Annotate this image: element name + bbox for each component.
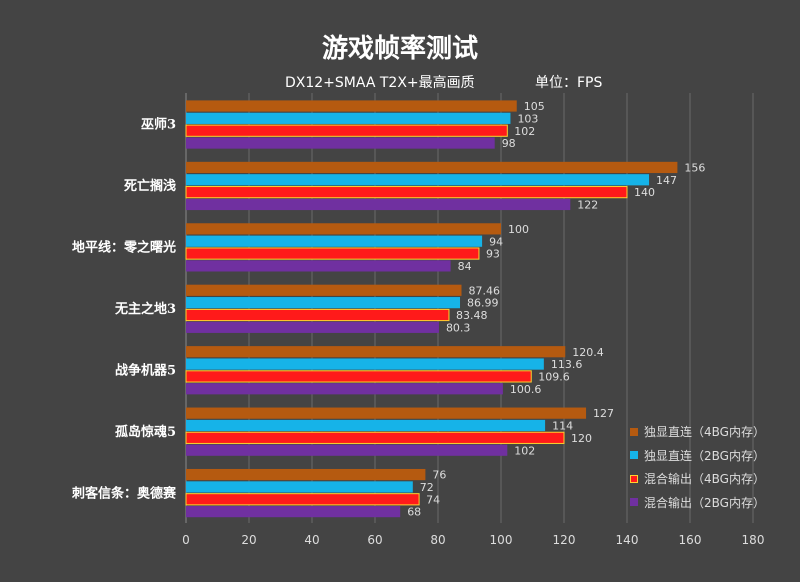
legend-item: 独显直连（4BG内存） (630, 420, 765, 444)
bar (185, 124, 508, 137)
data-label: 72 (420, 481, 434, 494)
category-label: 孤岛惊魂5 (115, 424, 176, 440)
x-tick-label: 180 (742, 533, 765, 547)
bar (186, 419, 546, 432)
data-label: 113.6 (551, 358, 583, 371)
bar (186, 297, 461, 309)
data-label: 114 (552, 420, 573, 433)
data-label: 122 (577, 199, 598, 212)
data-label: 156 (684, 162, 705, 175)
data-label: 68 (407, 506, 421, 519)
data-label: 102 (514, 444, 535, 457)
x-tick-label: 140 (616, 533, 639, 547)
data-label: 84 (458, 260, 472, 273)
bar (186, 506, 401, 518)
data-label: 86.99 (467, 297, 499, 310)
category-label: 无主之地3 (114, 301, 176, 317)
legend-item: 独显直连（2BG内存） (630, 444, 765, 468)
bar (185, 370, 532, 383)
x-tick-label: 60 (367, 533, 382, 547)
data-label: 140 (634, 186, 655, 199)
bar (186, 235, 483, 247)
bar (186, 223, 501, 235)
data-label: 100 (508, 223, 529, 236)
x-tick-label: 80 (430, 533, 445, 547)
bar (186, 284, 462, 296)
bar (185, 308, 450, 322)
data-label: 120.4 (572, 346, 604, 359)
x-tick-label: 40 (304, 533, 319, 547)
x-tick-label: 100 (490, 533, 513, 547)
bar (186, 112, 511, 124)
bar (185, 493, 420, 506)
legend: 独显直连（4BG内存） 独显直连（2BG内存） 混合输出（4BG内存） 混合输出（2B… (630, 420, 765, 514)
category-label: 刺客信条：奥德赛 (72, 485, 177, 501)
unit-label: 单位：FPS (535, 75, 603, 91)
legend-item: 混合输出（4BG内存） (630, 467, 765, 491)
chart-title: 游戏帧率测试 (321, 34, 478, 64)
data-label: 127 (593, 407, 614, 420)
bar (186, 346, 566, 358)
category-label: 巫师3 (141, 117, 176, 133)
data-label: 76 (432, 469, 446, 482)
bar (185, 431, 565, 444)
category-label: 战争机器5 (115, 362, 176, 378)
x-tick-label: 160 (679, 533, 702, 547)
legend-label: 独显直连（4BG内存） (644, 425, 765, 440)
bar (186, 100, 517, 112)
data-label: 74 (426, 493, 440, 506)
data-label: 105 (524, 100, 545, 113)
bar (186, 321, 439, 333)
data-label: 83.48 (456, 309, 488, 322)
bar (186, 358, 544, 370)
data-label: 80.3 (446, 321, 471, 334)
category-label: 死亡搁浅 (124, 178, 176, 194)
data-label: 147 (656, 174, 677, 187)
legend-label: 独显直连（2BG内存） (644, 448, 765, 463)
bar (185, 247, 480, 260)
x-tick-label: 20 (241, 533, 256, 547)
data-label: 93 (486, 248, 500, 261)
bar (185, 186, 628, 199)
legend-swatch (630, 427, 638, 436)
data-label: 120 (571, 432, 592, 445)
chart-subtitle: DX12+SMAA T2X+最高画质 (285, 75, 475, 91)
data-label: 103 (517, 112, 538, 125)
data-label: 102 (514, 125, 535, 138)
legend-item: 混合输出（2BG内存） (630, 491, 765, 515)
legend-swatch (630, 498, 638, 507)
data-label: 87.46 (468, 284, 500, 297)
bar (186, 198, 571, 211)
x-tick-label: 0 (182, 533, 190, 547)
legend-swatch (630, 451, 638, 460)
bar (186, 161, 678, 174)
data-label: 94 (489, 235, 503, 248)
bar (186, 137, 495, 149)
bar (186, 407, 587, 419)
data-label: 100.6 (510, 383, 542, 396)
legend-label: 混合输出（2BG内存） (644, 495, 765, 510)
bar (186, 383, 503, 395)
bar (186, 444, 508, 456)
x-tick-label: 120 (553, 533, 576, 547)
bar (186, 260, 451, 272)
data-label: 109.6 (538, 371, 570, 384)
bar (186, 174, 650, 186)
bar (186, 468, 426, 481)
legend-swatch (630, 474, 638, 483)
legend-label: 混合输出（4BG内存） (644, 472, 765, 487)
data-label: 98 (502, 137, 516, 150)
category-label: 地平线：零之曙光 (72, 240, 176, 256)
bar (186, 481, 413, 493)
